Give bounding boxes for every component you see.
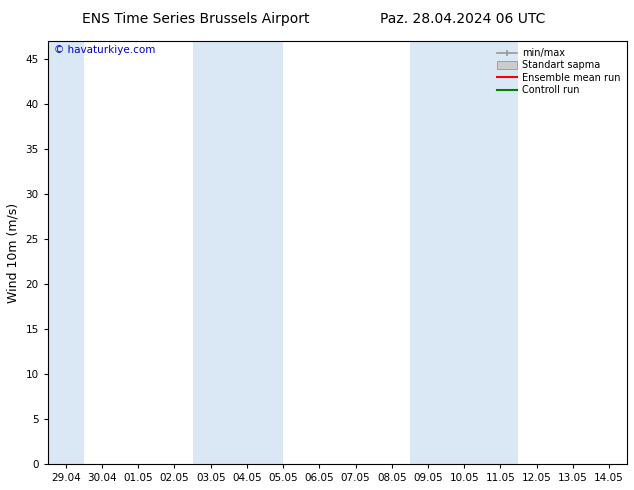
Bar xyxy=(48,41,84,464)
Legend: min/max, Standart sapma, Ensemble mean run, Controll run: min/max, Standart sapma, Ensemble mean r… xyxy=(496,46,622,98)
Y-axis label: Wind 10m (m/s): Wind 10m (m/s) xyxy=(7,202,20,303)
Text: ENS Time Series Brussels Airport: ENS Time Series Brussels Airport xyxy=(82,12,310,26)
Bar xyxy=(410,41,519,464)
Text: © havaturkiye.com: © havaturkiye.com xyxy=(53,46,155,55)
Bar xyxy=(193,41,283,464)
Text: Paz. 28.04.2024 06 UTC: Paz. 28.04.2024 06 UTC xyxy=(380,12,546,26)
